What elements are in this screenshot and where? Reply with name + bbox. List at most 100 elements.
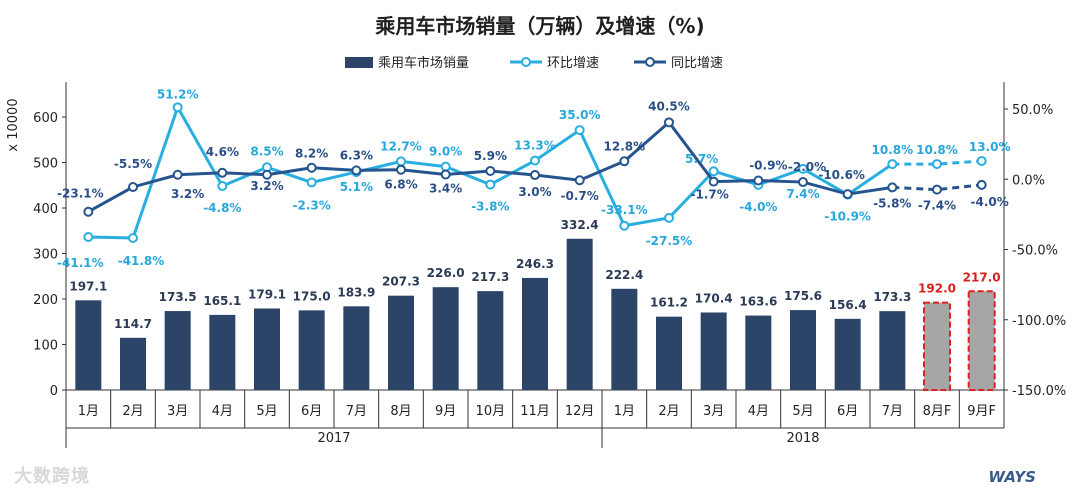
mom-forecast-line	[892, 159, 982, 166]
left-tick-label: 0	[50, 384, 58, 399]
yoy-point	[708, 176, 719, 187]
mom-value-label: 51.2%	[157, 87, 199, 101]
bar-value-label: 246.3	[516, 257, 554, 271]
mom-point	[440, 161, 451, 172]
yoy-value-label: 3.2%	[171, 187, 204, 201]
yoy-value-label: 3.4%	[429, 181, 462, 195]
category-label: 6月	[301, 404, 322, 419]
yoy-value-label: 8.2%	[295, 147, 328, 161]
bar	[745, 315, 772, 390]
yoy-value-label: 3.2%	[250, 179, 283, 193]
bar-value-label: 192.0	[918, 282, 956, 296]
bar	[879, 311, 906, 390]
mom-value-label: 9.0%	[429, 145, 462, 159]
legend-marker-yoy	[645, 57, 655, 67]
yoy-point	[619, 156, 630, 167]
left-tick-label: 200	[33, 293, 58, 308]
bar	[790, 310, 816, 390]
category-label: 7月	[346, 404, 367, 419]
right-tick-label: 50.0%	[1012, 103, 1053, 118]
mom-point	[976, 155, 987, 166]
bar	[834, 318, 861, 390]
mom-value-label: 10.8%	[916, 143, 958, 157]
mom-value-label: -41.8%	[118, 254, 165, 268]
yoy-forecast-line	[892, 183, 982, 192]
mom-value-label: -4.8%	[203, 201, 241, 215]
mom-point	[887, 159, 898, 170]
yoy-point	[530, 170, 540, 181]
bar-value-label: 173.5	[159, 290, 197, 304]
bar	[611, 288, 638, 390]
mom-value-label: -10.9%	[824, 210, 871, 224]
category-label: 2月	[122, 404, 143, 419]
bar	[477, 291, 504, 390]
category-label: 12月	[565, 404, 595, 419]
category-label: 8月	[390, 404, 411, 419]
yoy-point	[83, 206, 94, 217]
mom-point	[217, 180, 228, 191]
yoy-point	[574, 175, 585, 186]
mom-point	[619, 220, 630, 231]
mom-value-label: -3.8%	[471, 200, 509, 214]
yoy-value-label: 4.6%	[206, 145, 239, 159]
mom-value-label: 35.0%	[559, 108, 601, 122]
yoy-value-label: -7.4%	[918, 199, 956, 213]
category-label: 3月	[703, 404, 724, 419]
bar-value-label: 175.6	[784, 289, 822, 303]
yoy-value-label: -2.0%	[788, 160, 826, 174]
category-label: 4月	[212, 404, 233, 419]
bar	[209, 314, 236, 390]
brand-watermark: 大数跨境	[14, 466, 90, 487]
yoy-point	[172, 169, 183, 180]
bar-value-label: 183.9	[337, 285, 375, 299]
bar-value-label: 207.3	[382, 275, 420, 289]
left-tick-label: 400	[33, 202, 58, 217]
bar	[432, 287, 459, 390]
chart-title: 乘用车市场销量（万辆）及增速（%)	[375, 14, 705, 38]
yoy-point	[664, 117, 674, 128]
mom-point	[798, 163, 808, 174]
bar	[254, 308, 280, 390]
category-label: 2月	[658, 404, 679, 419]
right-tick-label: -100.0%	[1012, 314, 1066, 329]
bar-value-label: 156.4	[829, 298, 867, 312]
mom-value-label: -33.1%	[601, 203, 648, 217]
left-tick-label: 600	[33, 111, 58, 126]
yoy-value-label: 6.3%	[340, 148, 373, 162]
left-tick-label: 500	[33, 157, 58, 172]
bar-value-label: 165.1	[203, 294, 241, 308]
yoy-point	[128, 181, 138, 192]
bar-value-label: 217.3	[471, 270, 509, 284]
mom-point	[172, 102, 183, 113]
bar-value-label: 197.1	[69, 279, 107, 293]
mom-point	[664, 212, 674, 223]
mom-value-label: 13.0%	[969, 140, 1011, 154]
category-label: 4月	[748, 404, 769, 419]
mom-value-label: -27.5%	[646, 234, 693, 248]
yoy-value-label: 12.8%	[604, 139, 646, 153]
yoy-value-label: -1.7%	[691, 188, 729, 202]
category-label: 8月F	[923, 404, 952, 419]
bar	[656, 316, 682, 390]
mom-value-label: 7.4%	[786, 187, 819, 201]
right-tick-label: -50.0%	[1012, 244, 1058, 259]
mom-value-label: 8.5%	[250, 144, 283, 158]
category-label: 6月	[837, 404, 858, 419]
year-label: 2018	[786, 431, 819, 446]
mom-value-label: 10.8%	[872, 143, 914, 157]
mom-point	[396, 156, 406, 167]
left-tick-label: 100	[33, 339, 58, 354]
yoy-value-label: -0.9%	[749, 159, 787, 173]
yoy-value-label: -0.7%	[561, 189, 599, 203]
category-label: 10月	[476, 404, 506, 419]
mom-value-label: -41.1%	[57, 256, 104, 270]
mom-point	[708, 166, 719, 177]
bar-value-label: 173.3	[873, 290, 911, 304]
bar	[522, 277, 548, 390]
yoy-value-label: 3.0%	[518, 185, 551, 199]
yoy-point	[887, 182, 898, 193]
yoy-value-label: -10.6%	[818, 168, 865, 182]
bar-value-label: 163.6	[739, 295, 777, 309]
bar	[566, 238, 593, 390]
